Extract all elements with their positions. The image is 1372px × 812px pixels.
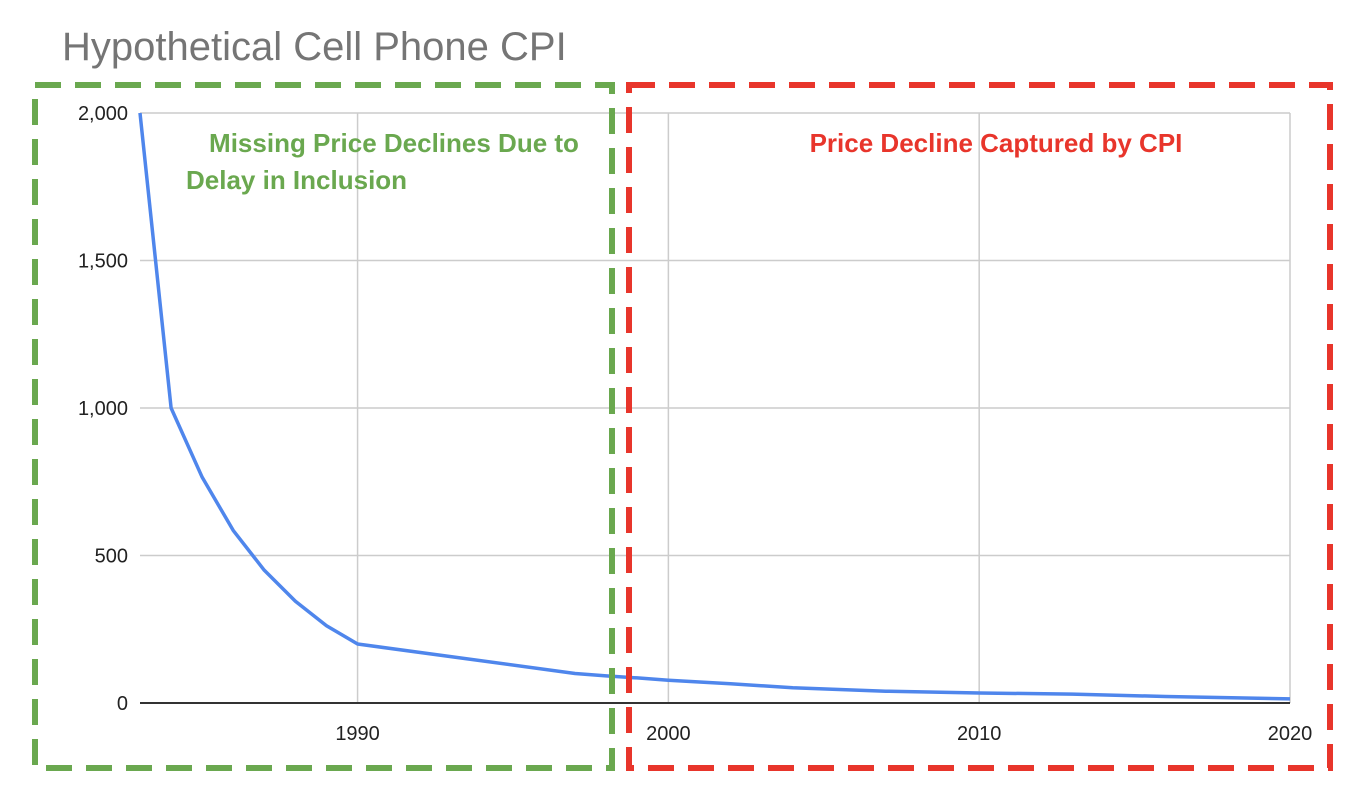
- y-tick-label: 2,000: [78, 103, 128, 125]
- series-layer: [138, 112, 1291, 701]
- y-tick-label: 1,500: [78, 251, 128, 273]
- chart-title: Hypothetical Cell Phone CPI: [62, 25, 567, 69]
- y-tick-label: 500: [95, 546, 128, 568]
- x-tick-label: 2000: [646, 723, 691, 745]
- green-annotation-line-2: Delay in Inclusion: [186, 165, 407, 195]
- y-tick-label: 1,000: [78, 398, 128, 420]
- y-tick-label: 0: [117, 693, 128, 715]
- green-annotation-box: [32, 82, 615, 771]
- x-tick-label: 2020: [1268, 723, 1313, 745]
- axes: 0 500 1,000 1,500 2,000 1990 2000 2010 2020: [78, 103, 1312, 745]
- annotation-boxes: Missing Price Declines Due to Delay in I…: [32, 82, 1333, 771]
- red-annotation-line-1: Price Decline Captured by CPI: [810, 128, 1183, 158]
- red-annotation-box: [626, 82, 1333, 771]
- gridlines: [140, 112, 1291, 703]
- x-tick-label: 1990: [335, 723, 380, 745]
- x-tick-label: 2010: [957, 723, 1002, 745]
- green-annotation-line-1: Missing Price Declines Due to: [209, 128, 579, 158]
- series-line: [138, 112, 1291, 701]
